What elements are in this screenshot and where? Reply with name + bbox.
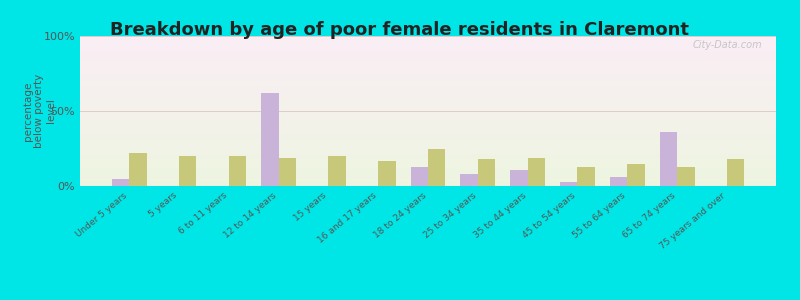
Bar bbox=[179, 156, 196, 186]
Bar bbox=[428, 148, 446, 186]
Bar bbox=[80, 94, 776, 96]
Bar bbox=[229, 156, 246, 186]
Bar bbox=[660, 132, 677, 186]
Bar bbox=[80, 101, 776, 104]
Bar bbox=[478, 159, 495, 186]
Bar bbox=[261, 93, 278, 186]
Bar bbox=[80, 61, 776, 64]
Bar bbox=[80, 56, 776, 58]
Bar bbox=[627, 164, 645, 186]
Bar bbox=[80, 158, 776, 161]
Bar bbox=[80, 141, 776, 143]
Bar bbox=[80, 88, 776, 91]
Bar bbox=[80, 49, 776, 51]
Bar bbox=[560, 182, 578, 186]
Bar bbox=[129, 153, 146, 186]
Bar bbox=[80, 58, 776, 61]
Bar bbox=[80, 181, 776, 184]
Text: City-Data.com: City-Data.com bbox=[693, 40, 762, 50]
Bar bbox=[80, 146, 776, 148]
Bar bbox=[80, 116, 776, 119]
Bar bbox=[80, 169, 776, 171]
Bar bbox=[80, 164, 776, 166]
Bar bbox=[80, 53, 776, 56]
Bar bbox=[80, 81, 776, 83]
Bar bbox=[80, 86, 776, 88]
Bar bbox=[80, 154, 776, 156]
Y-axis label: percentage
below poverty
level: percentage below poverty level bbox=[22, 74, 56, 148]
Bar bbox=[80, 74, 776, 76]
Bar bbox=[80, 91, 776, 94]
Bar bbox=[278, 158, 296, 186]
Bar bbox=[510, 169, 528, 186]
Bar bbox=[80, 148, 776, 151]
Bar bbox=[80, 66, 776, 68]
Bar bbox=[80, 161, 776, 164]
Bar bbox=[80, 121, 776, 124]
Bar bbox=[80, 96, 776, 98]
Bar bbox=[80, 83, 776, 86]
Bar bbox=[80, 156, 776, 158]
Bar bbox=[80, 109, 776, 111]
Bar bbox=[80, 124, 776, 126]
Bar bbox=[727, 159, 744, 186]
Bar bbox=[80, 98, 776, 101]
Text: Breakdown by age of poor female residents in Claremont: Breakdown by age of poor female resident… bbox=[110, 21, 690, 39]
Bar bbox=[80, 178, 776, 181]
Bar bbox=[80, 126, 776, 128]
Bar bbox=[578, 167, 595, 186]
Bar bbox=[80, 166, 776, 169]
Bar bbox=[80, 36, 776, 38]
Bar bbox=[80, 38, 776, 41]
Bar bbox=[80, 111, 776, 113]
Bar bbox=[378, 160, 396, 186]
Bar bbox=[80, 76, 776, 79]
Bar bbox=[80, 176, 776, 178]
Bar bbox=[80, 46, 776, 49]
Bar bbox=[80, 151, 776, 154]
Bar bbox=[80, 41, 776, 43]
Bar bbox=[528, 158, 545, 186]
Bar bbox=[80, 171, 776, 173]
Bar bbox=[112, 178, 129, 186]
Bar bbox=[460, 174, 478, 186]
Bar bbox=[410, 167, 428, 186]
Bar bbox=[80, 71, 776, 74]
Bar bbox=[80, 68, 776, 71]
Bar bbox=[80, 131, 776, 134]
Bar bbox=[80, 44, 776, 46]
Bar bbox=[80, 139, 776, 141]
Bar bbox=[80, 113, 776, 116]
Bar bbox=[80, 136, 776, 139]
Bar bbox=[80, 51, 776, 53]
Bar bbox=[610, 177, 627, 186]
Bar bbox=[328, 156, 346, 186]
Bar bbox=[80, 64, 776, 66]
Bar bbox=[80, 106, 776, 109]
Bar bbox=[80, 134, 776, 136]
Bar bbox=[677, 167, 694, 186]
Bar bbox=[80, 173, 776, 176]
Bar bbox=[80, 184, 776, 186]
Bar bbox=[80, 143, 776, 146]
Bar bbox=[80, 79, 776, 81]
Bar bbox=[80, 128, 776, 131]
Bar bbox=[80, 103, 776, 106]
Bar bbox=[80, 118, 776, 121]
